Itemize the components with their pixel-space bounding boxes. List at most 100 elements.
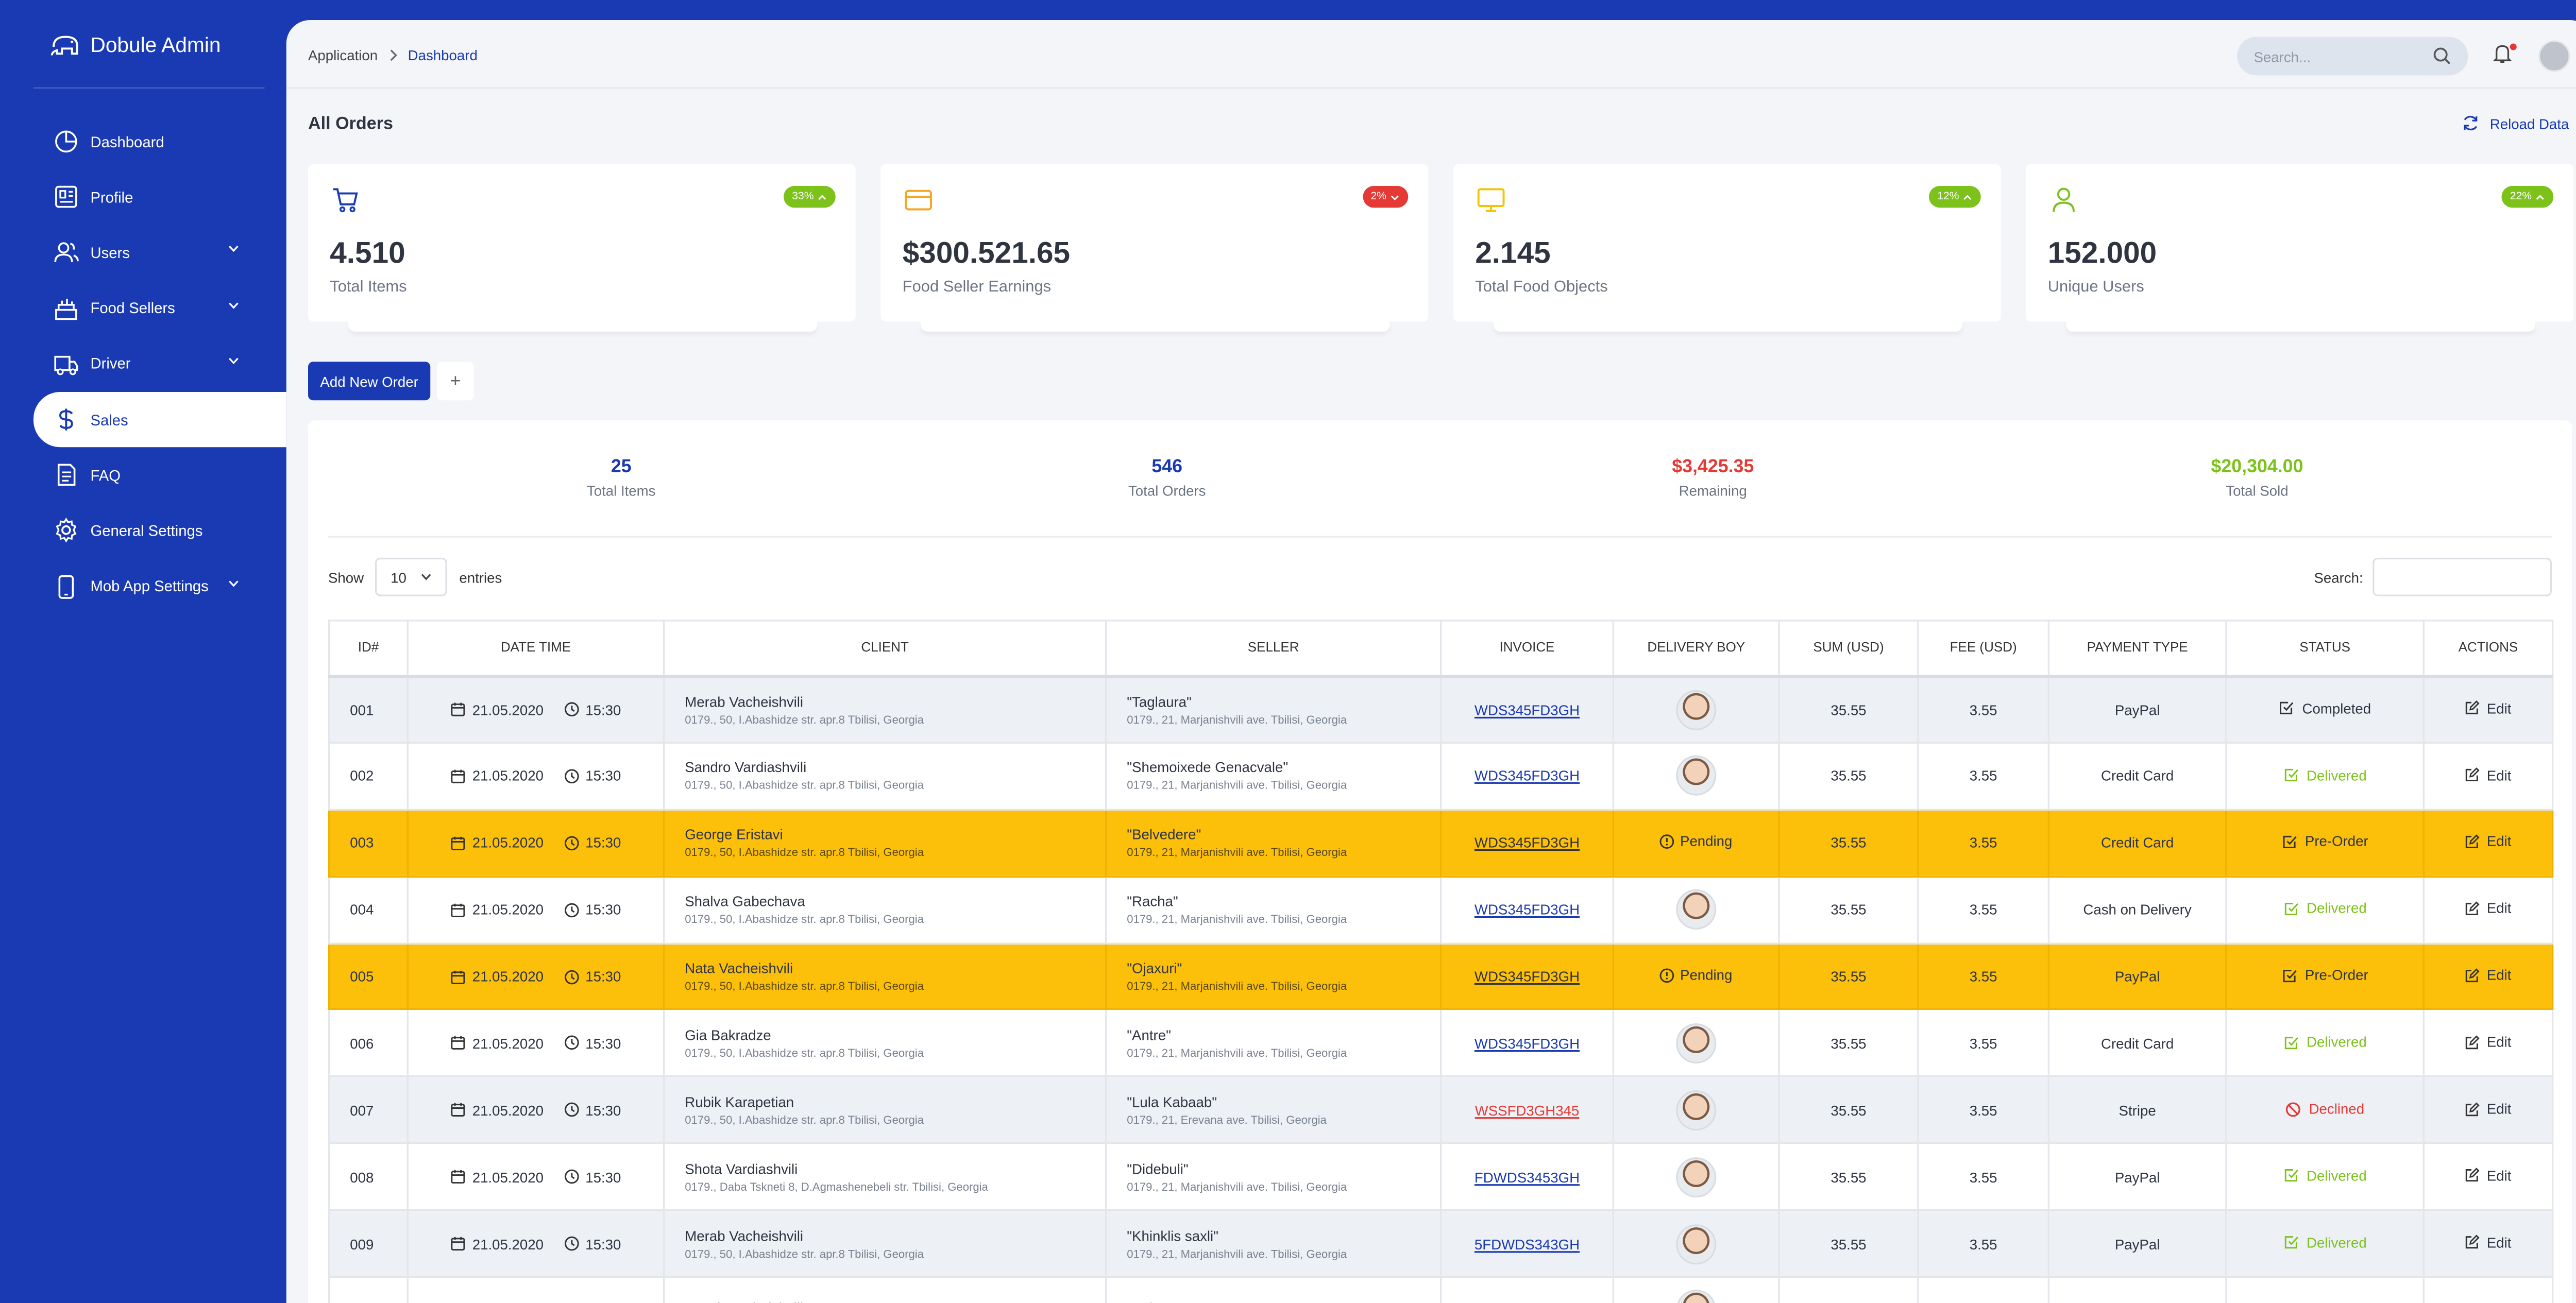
cell-payment-type: PayPal xyxy=(2047,1142,2227,1211)
column-header-payment-type[interactable]: PAYMENT TYPE xyxy=(2047,620,2227,678)
edit-button[interactable]: Edit xyxy=(2465,1034,2511,1050)
sidebar-item-label: FAQ xyxy=(90,467,121,484)
cell-delivery-boy xyxy=(1612,1075,1780,1144)
sidebar-item-sales[interactable]: Sales xyxy=(33,391,286,448)
card-value: 2.145 xyxy=(1475,236,1551,270)
credit-card-icon xyxy=(905,190,932,211)
table-row[interactable]: 002 21.05.2020 15:30 Sandro Vardiashvili 017… xyxy=(328,742,2554,811)
cell-datetime: 21.05.2020 15:30 xyxy=(406,1142,665,1211)
plus-button[interactable]: + xyxy=(437,362,474,401)
edit-button[interactable]: Edit xyxy=(2465,766,2511,783)
cell-id: 003 xyxy=(328,809,409,877)
delivery-boy-avatar[interactable] xyxy=(1676,1157,1717,1197)
column-header-date-time[interactable]: DATE TIME xyxy=(406,620,665,678)
table-row[interactable]: 007 21.05.2020 15:30 Rubik Karapetian 0179.,… xyxy=(328,1075,2554,1144)
sidebar-item-faq[interactable]: FAQ xyxy=(33,448,286,503)
sidebar-item-mob-app-settings[interactable]: Mob App Settings xyxy=(33,559,286,614)
column-header-invoice[interactable]: INVOICE xyxy=(1440,620,1614,678)
brand-logo[interactable]: Dobule Admin xyxy=(50,33,221,57)
delivery-boy-avatar[interactable] xyxy=(1676,756,1717,796)
column-header-actions[interactable]: ACTIONS xyxy=(2422,620,2554,678)
user-avatar[interactable] xyxy=(2538,40,2570,72)
edit-button[interactable]: Edit xyxy=(2465,700,2511,717)
breadcrumb-root[interactable]: Application xyxy=(308,47,378,64)
bell-icon[interactable] xyxy=(2493,44,2512,64)
table-row[interactable]: 005 21.05.2020 15:30 Nata Vacheishvili 0179.… xyxy=(328,942,2554,1011)
column-header-delivery-boy[interactable]: DELIVERY BOY xyxy=(1612,620,1780,678)
seller-address: 0179., 21, Marjanishvili ave. Tbilisi, G… xyxy=(1127,981,1347,993)
edit-button[interactable]: Edit xyxy=(2465,1101,2511,1117)
order-time: 15:30 xyxy=(585,1235,621,1253)
order-date: 21.05.2020 xyxy=(472,1035,544,1052)
sidebar-item-dashboard[interactable]: Dashboard xyxy=(33,114,286,169)
cell-seller: "Racha" 0179., 21, Marjanishvili ave. Tbi… xyxy=(1105,875,1442,944)
users-icon xyxy=(54,241,79,266)
invoice-link[interactable]: WSSFD3GH345 xyxy=(1475,1102,1580,1119)
invoice-link[interactable]: WDS345FD3GH xyxy=(1474,901,1580,918)
table-row[interactable]: 009 21.05.2020 15:30 Merab Vacheishvili 0179… xyxy=(328,1209,2554,1278)
client-name: Merab Vacheishvili xyxy=(685,1299,1105,1303)
column-header-client[interactable]: CLIENT xyxy=(663,620,1107,678)
food-seller-earnings-card: 2% $300.521.65 Food Seller Earnings xyxy=(880,164,1429,322)
cell-datetime xyxy=(406,1276,665,1303)
table-row[interactable]: 006 21.05.2020 15:30 Gia Bakradze 0179., 50,… xyxy=(328,1009,2554,1078)
delivery-boy-avatar[interactable] xyxy=(1676,889,1717,930)
cell-client: Rubik Karapetian 0179., 50, I.Abashidze s… xyxy=(663,1075,1107,1144)
invoice-link[interactable]: WDS345FD3GH xyxy=(1474,767,1580,785)
column-header-status[interactable]: STATUS xyxy=(2225,620,2425,678)
invoice-link[interactable]: WDS345FD3GH xyxy=(1474,968,1580,985)
table-row[interactable]: 008 21.05.2020 15:30 Shota Vardiashvili 0179… xyxy=(328,1142,2554,1211)
delivery-boy-avatar[interactable] xyxy=(1676,1090,1717,1130)
invoice-link[interactable]: 5FDWDS343GH xyxy=(1474,1235,1580,1253)
table-row[interactable]: 001 21.05.2020 15:30 Merab Vacheishvili 0179… xyxy=(328,675,2554,744)
chevron-down-icon[interactable] xyxy=(228,579,240,587)
chevron-down-icon[interactable] xyxy=(228,245,240,253)
delivery-boy-avatar[interactable] xyxy=(1676,1290,1717,1303)
chevron-down-icon[interactable] xyxy=(228,356,240,365)
global-search[interactable]: Search... xyxy=(2237,37,2468,76)
column-header-fee-usd[interactable]: FEE (USD) xyxy=(1917,620,2049,678)
sidebar-item-profile[interactable]: Profile xyxy=(33,169,286,225)
seller-address: 0179., 21, Marjanishvili ave. Tbilisi, G… xyxy=(1127,1048,1347,1060)
seller-address: 0179., 21, Marjanishvili ave. Tbilisi, G… xyxy=(1127,1248,1347,1261)
delivery-boy-avatar[interactable] xyxy=(1676,689,1717,730)
edit-button[interactable]: Edit xyxy=(2465,900,2511,917)
breadcrumb-current[interactable]: Dashboard xyxy=(408,47,478,64)
delivery-boy-avatar[interactable] xyxy=(1676,1223,1717,1264)
chevron-down-icon[interactable] xyxy=(228,301,240,309)
edit-button[interactable]: Edit xyxy=(2465,967,2511,984)
clock-icon xyxy=(564,1236,579,1251)
table-row[interactable]: 003 21.05.2020 15:30 George Eristavi 0179., … xyxy=(328,809,2554,877)
elephant-logo-icon xyxy=(50,36,78,56)
cell-payment-type: Cash on Delivery xyxy=(2047,875,2227,944)
cell-delivery-boy xyxy=(1612,1009,1780,1078)
edit-button[interactable]: Edit xyxy=(2465,1234,2511,1251)
pie-chart-icon xyxy=(54,129,79,155)
table-row[interactable]: Merab Vacheishvili "Sairme" xyxy=(328,1276,2554,1303)
entries-select[interactable]: 10 xyxy=(375,557,448,596)
sidebar-item-driver[interactable]: Driver xyxy=(33,336,286,392)
column-header-sum-usd[interactable]: SUM (USD) xyxy=(1778,620,1919,678)
stat-label: Total Orders xyxy=(1128,482,1206,500)
edit-button[interactable]: Edit xyxy=(2465,833,2511,850)
cell-status: Delivered xyxy=(2225,742,2425,811)
invoice-link[interactable]: WDS345FD3GH xyxy=(1474,834,1580,851)
delivery-boy-avatar[interactable] xyxy=(1676,1023,1717,1064)
table-row[interactable]: 004 21.05.2020 15:30 Shalva Gabechava 0179.,… xyxy=(328,875,2554,944)
sidebar-item-food-sellers[interactable]: Food Sellers xyxy=(33,281,286,336)
search-input[interactable]: Search... xyxy=(2253,47,2311,65)
add-new-order-button[interactable]: Add New Order xyxy=(308,362,431,401)
cell-seller: "Sairme" xyxy=(1105,1276,1442,1303)
column-header-seller[interactable]: SELLER xyxy=(1105,620,1442,678)
invoice-link[interactable]: WDS345FD3GH xyxy=(1474,1035,1580,1052)
sidebar-item-general-settings[interactable]: General Settings xyxy=(33,503,286,559)
column-header-id[interactable]: ID# xyxy=(328,620,409,678)
invoice-link[interactable]: FDWDS3453GH xyxy=(1474,1168,1580,1186)
reload-data-button[interactable]: Reload Data xyxy=(2462,114,2569,132)
search-icon[interactable] xyxy=(2433,47,2451,65)
table-search-input[interactable] xyxy=(2373,557,2552,596)
edit-button[interactable]: Edit xyxy=(2465,1167,2511,1184)
sidebar-item-users[interactable]: Users xyxy=(33,225,286,281)
cell-payment-type: Credit Card xyxy=(2047,809,2227,877)
invoice-link[interactable]: WDS345FD3GH xyxy=(1474,701,1580,718)
